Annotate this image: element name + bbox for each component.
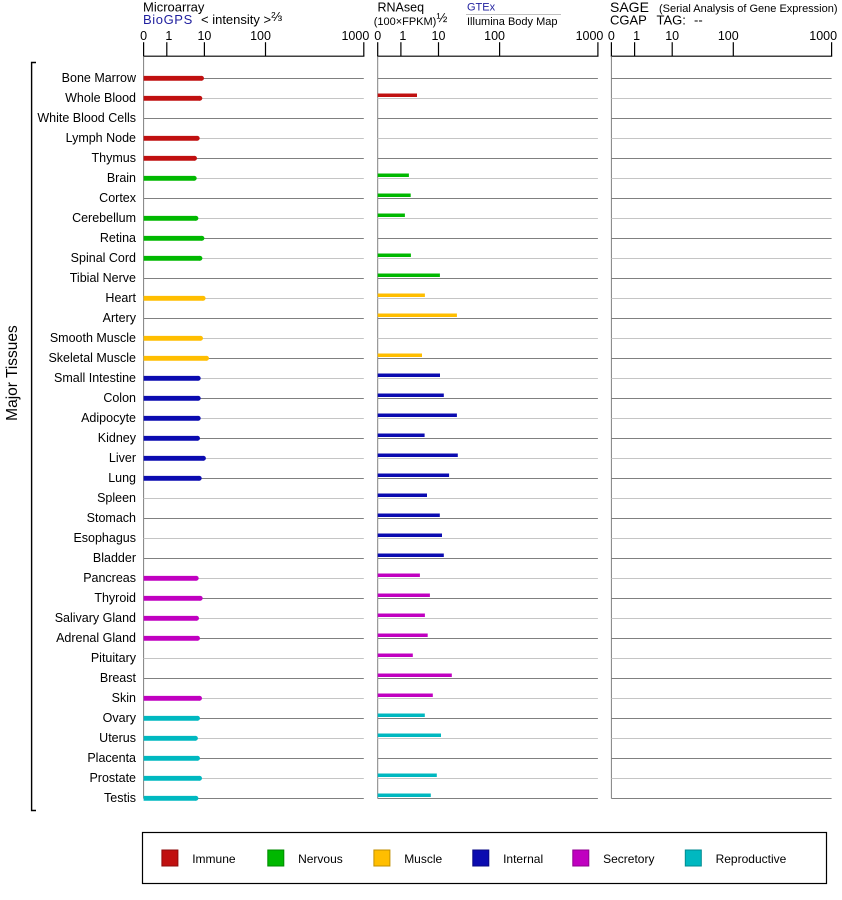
svg-text:Skin: Skin xyxy=(112,691,136,705)
svg-text:Tibial Nerve: Tibial Nerve xyxy=(70,271,136,285)
svg-text:Secretory: Secretory xyxy=(603,852,654,866)
svg-text:1000: 1000 xyxy=(809,29,837,43)
svg-text:Reproductive: Reproductive xyxy=(716,852,787,866)
svg-text:0: 0 xyxy=(608,29,615,43)
svg-text:RNAseq: RNAseq xyxy=(378,1,425,15)
svg-text:Microarray: Microarray xyxy=(143,0,205,15)
svg-text:Nervous: Nervous xyxy=(298,852,343,866)
svg-text:SAGE: SAGE xyxy=(610,0,649,15)
svg-text:Illumina Body Map: Illumina Body Map xyxy=(467,16,558,28)
svg-text:100: 100 xyxy=(718,29,739,43)
svg-text:Testis: Testis xyxy=(104,791,136,805)
svg-text:Major Tissues: Major Tissues xyxy=(4,325,21,421)
svg-text:Small Intestine: Small Intestine xyxy=(54,371,136,385)
svg-text:10: 10 xyxy=(197,29,211,43)
svg-text:Retina: Retina xyxy=(100,231,136,245)
svg-text:100: 100 xyxy=(484,29,505,43)
svg-text:0: 0 xyxy=(374,29,381,43)
svg-text:Pituitary: Pituitary xyxy=(91,651,137,665)
svg-text:Esophagus: Esophagus xyxy=(73,531,136,545)
svg-text:--: -- xyxy=(694,13,703,28)
svg-text:(100×FPKM): (100×FPKM) xyxy=(374,16,437,28)
svg-text:100: 100 xyxy=(250,29,271,43)
svg-text:Bone Marrow: Bone Marrow xyxy=(62,71,137,85)
svg-text:1000: 1000 xyxy=(341,29,369,43)
svg-text:Artery: Artery xyxy=(103,311,137,325)
svg-text:Colon: Colon xyxy=(103,391,136,405)
svg-text:Ovary: Ovary xyxy=(103,711,137,725)
svg-text:Breast: Breast xyxy=(100,671,137,685)
svg-text:Uterus: Uterus xyxy=(99,731,136,745)
svg-text:Lymph Node: Lymph Node xyxy=(66,131,136,145)
svg-text:TAG:: TAG: xyxy=(657,13,686,28)
svg-text:Liver: Liver xyxy=(109,451,136,465)
svg-text:Lung: Lung xyxy=(108,471,136,485)
svg-text:Internal: Internal xyxy=(503,852,543,866)
svg-text:CGAP: CGAP xyxy=(610,13,647,28)
svg-text:1: 1 xyxy=(165,29,172,43)
svg-text:Whole Blood: Whole Blood xyxy=(65,91,136,105)
svg-text:< intensity >: < intensity > xyxy=(201,12,271,27)
svg-text:Thyroid: Thyroid xyxy=(94,591,136,605)
svg-text:Skeletal Muscle: Skeletal Muscle xyxy=(48,351,136,365)
svg-text:Pancreas: Pancreas xyxy=(83,571,136,585)
svg-text:⅔: ⅔ xyxy=(271,9,282,24)
svg-text:Brain: Brain xyxy=(107,171,136,185)
svg-text:GTEx: GTEx xyxy=(467,2,496,14)
svg-text:BioGPS: BioGPS xyxy=(143,12,193,27)
svg-text:1000: 1000 xyxy=(576,29,604,43)
svg-text:Smooth Muscle: Smooth Muscle xyxy=(50,331,136,345)
svg-text:½: ½ xyxy=(437,10,448,25)
svg-text:Stomach: Stomach xyxy=(87,511,136,525)
svg-text:(Serial Analysis of Gene Expre: (Serial Analysis of Gene Expression) xyxy=(659,3,838,15)
svg-text:Kidney: Kidney xyxy=(98,431,137,445)
svg-text:0: 0 xyxy=(140,29,147,43)
svg-text:Placenta: Placenta xyxy=(87,751,136,765)
svg-text:Spleen: Spleen xyxy=(97,491,136,505)
svg-text:Muscle: Muscle xyxy=(404,852,442,866)
svg-text:Adipocyte: Adipocyte xyxy=(81,411,136,425)
svg-text:Cerebellum: Cerebellum xyxy=(72,211,136,225)
svg-text:1: 1 xyxy=(633,29,640,43)
svg-text:Bladder: Bladder xyxy=(93,551,136,565)
svg-text:White Blood Cells: White Blood Cells xyxy=(37,111,136,125)
svg-text:Thymus: Thymus xyxy=(92,151,136,165)
svg-text:Prostate: Prostate xyxy=(89,771,136,785)
svg-text:Immune: Immune xyxy=(192,852,236,866)
svg-text:Heart: Heart xyxy=(105,291,136,305)
svg-text:10: 10 xyxy=(665,29,679,43)
svg-text:Spinal Cord: Spinal Cord xyxy=(71,251,136,265)
svg-text:Cortex: Cortex xyxy=(99,191,137,205)
svg-text:1: 1 xyxy=(399,29,406,43)
svg-text:10: 10 xyxy=(432,29,446,43)
svg-text:Adrenal Gland: Adrenal Gland xyxy=(56,631,136,645)
svg-text:Salivary Gland: Salivary Gland xyxy=(55,611,136,625)
